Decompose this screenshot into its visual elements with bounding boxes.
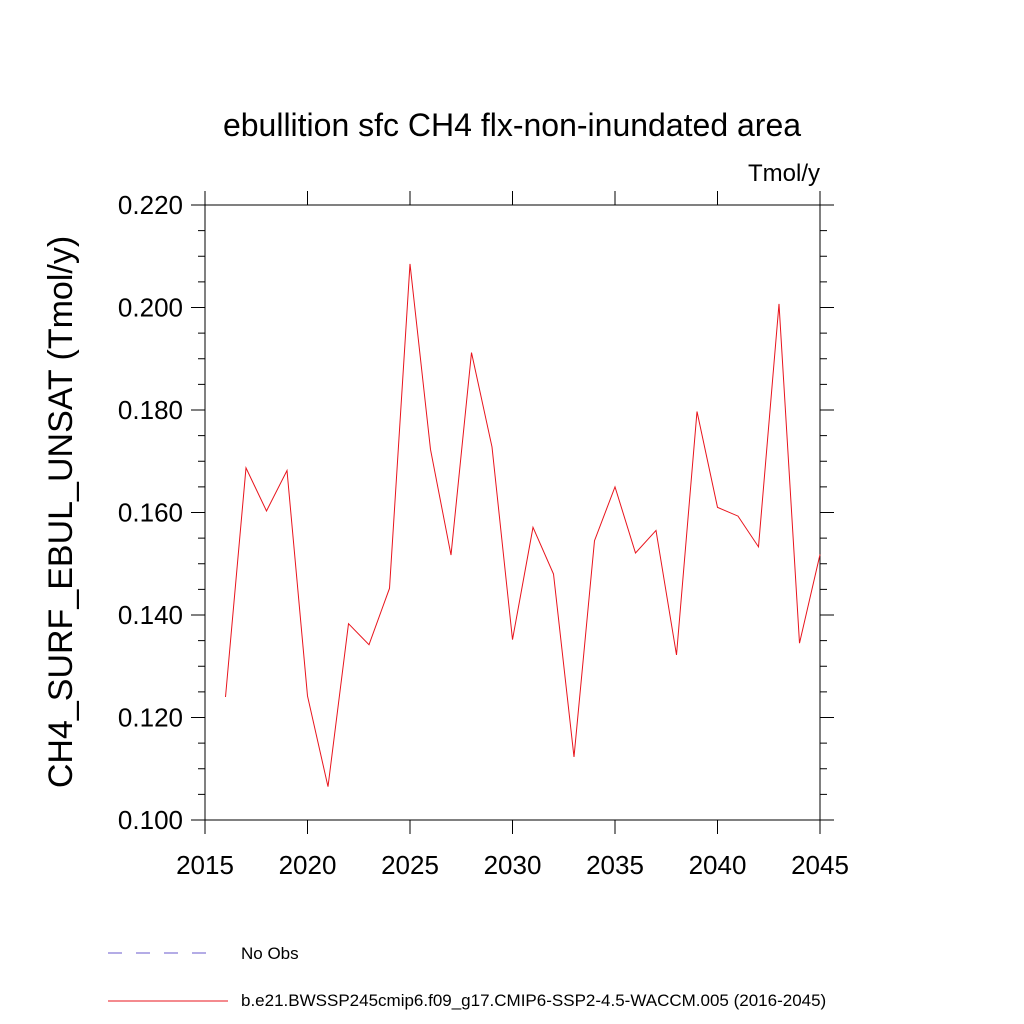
legend-label-waccm: b.e21.BWSSP245cmip6.f09_g17.CMIP6-SSP2-4… [241, 991, 826, 1010]
y-axis-label: CH4_SURF_EBUL_UNSAT (Tmol/y) [42, 236, 80, 788]
x-tick-label: 2040 [689, 850, 747, 880]
series-line [225, 263, 821, 787]
x-tick-label: 2030 [484, 850, 542, 880]
y-tick-label: 0.100 [118, 805, 183, 835]
y-tick-label: 0.220 [118, 190, 183, 220]
y-tick-label: 0.160 [118, 498, 183, 528]
plot-frame [204, 204, 821, 821]
x-tick-label: 2035 [586, 850, 644, 880]
x-tick-label: 2045 [791, 850, 849, 880]
x-tick-label: 2015 [176, 850, 234, 880]
y-tick-label: 0.120 [118, 703, 183, 733]
legend-label-no-obs: No Obs [241, 944, 299, 963]
x-tick-label: 2020 [279, 850, 337, 880]
units-label: Tmol/y [748, 160, 820, 187]
x-tick-label: 2025 [381, 850, 439, 880]
x-axis-ticks: 2015 2020 2025 2030 2035 2040 2045 [176, 191, 849, 880]
legend: No Obs b.e21.BWSSP245cmip6.f09_g17.CMIP6… [108, 944, 826, 1010]
series-layer [225, 263, 821, 787]
y-tick-label: 0.140 [118, 600, 183, 630]
y-tick-label: 0.180 [118, 395, 183, 425]
y-axis-ticks: 0.100 0.120 0.140 0.160 0.180 0.200 0.220 [118, 190, 834, 835]
y-tick-label: 0.200 [118, 293, 183, 323]
chart-title: ebullition sfc CH4 flx-non-inundated are… [223, 107, 801, 143]
